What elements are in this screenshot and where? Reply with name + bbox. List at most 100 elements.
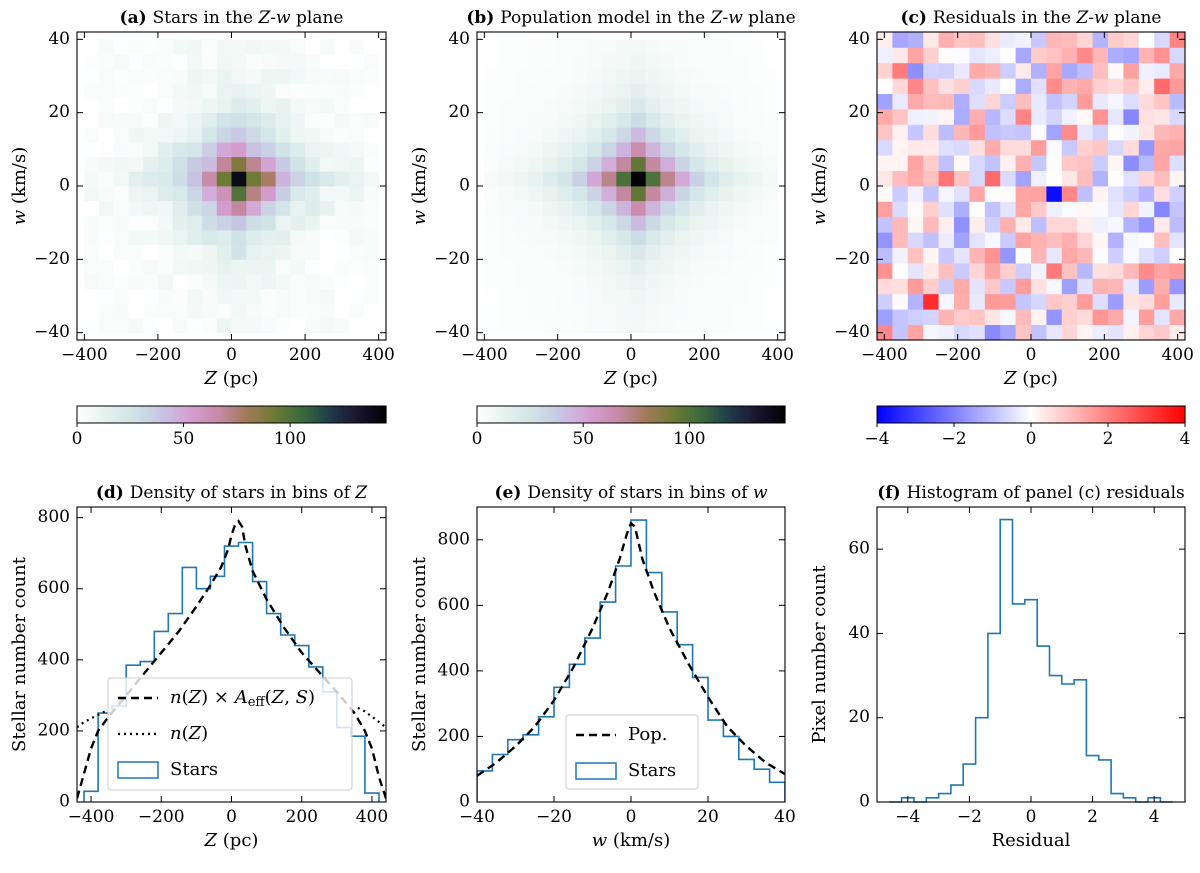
heatmap-cell-c — [1108, 216, 1124, 233]
heatmap-cell-c — [1031, 293, 1047, 310]
heatmap-cell-a — [187, 112, 203, 128]
heatmap-cell-a — [99, 186, 115, 202]
colorbar-segment-c — [1141, 406, 1145, 423]
model-dashed-line-e — [477, 521, 785, 777]
colorbar-segment-a — [198, 406, 202, 423]
heatmap-cell-b — [733, 127, 749, 143]
heatmap-cell-c — [1000, 124, 1016, 141]
heatmap-cell-c — [1015, 124, 1032, 141]
heatmap-cell-b — [704, 318, 720, 334]
heatmap-cell-a — [99, 230, 115, 246]
heatmap-cell-c — [938, 124, 955, 141]
heatmap-cell-c — [1046, 247, 1063, 264]
heatmap-cell-a — [246, 200, 262, 216]
colorbar-segment-a — [365, 406, 369, 423]
heatmap-cell-c — [1169, 124, 1186, 141]
heatmap-cell-c — [1138, 93, 1155, 110]
x-axis-label-a: Z (pc) — [204, 368, 259, 389]
x-tick-label-d: 400 — [356, 807, 388, 827]
x-tick-label-a: −200 — [135, 345, 182, 365]
heatmap-cell-c — [938, 47, 955, 64]
heatmap-cell-a — [290, 112, 306, 128]
heatmap-cell-b — [572, 288, 588, 304]
colorbar-segment-b — [602, 406, 606, 423]
colorbar-segment-a — [334, 406, 338, 423]
heatmap-cell-a — [113, 142, 129, 158]
heatmap-cell-b — [499, 274, 515, 290]
x-tick-label-e: −20 — [536, 807, 572, 827]
heatmap-cell-c — [1138, 155, 1155, 171]
heatmap-cell-b — [704, 39, 720, 55]
heatmap-cell-a — [84, 156, 100, 172]
heatmap-cell-a — [128, 288, 144, 304]
heatmap-cell-c — [1000, 201, 1016, 218]
heatmap-cell-c — [1000, 293, 1016, 310]
colorbar-segment-a — [151, 406, 155, 423]
colorbar-segment-c — [1069, 406, 1073, 423]
heatmap-cell-b — [748, 142, 764, 158]
heatmap-cell-a — [334, 171, 350, 187]
colorbar-segment-b — [538, 406, 542, 423]
heatmap-cell-b — [484, 259, 500, 275]
colorbar-segment-a — [383, 406, 387, 423]
heatmap-cell-c — [1108, 139, 1124, 156]
heatmap-cell-c — [1154, 232, 1170, 248]
heatmap-cell-c — [1015, 201, 1032, 218]
heatmap-cell-c — [1031, 32, 1047, 48]
colorbar-segment-c — [1084, 406, 1089, 423]
heatmap-cell-a — [216, 171, 232, 187]
heatmap-cell-a — [319, 186, 335, 202]
heatmap-cell-b — [733, 274, 749, 290]
heatmap-cell-b — [704, 288, 720, 304]
colorbar-segment-c — [1000, 406, 1004, 423]
heatmap-cell-b — [719, 98, 735, 114]
heatmap-cell-a — [349, 215, 365, 231]
colorbar-segment-c — [943, 406, 947, 423]
colorbar-segment-c — [1092, 406, 1096, 423]
colorbar-segment-b — [530, 406, 535, 423]
colorbar-segment-c — [887, 406, 891, 423]
heatmap-cell-a — [143, 112, 159, 128]
heatmap-cell-a — [363, 83, 380, 99]
x-tick-label-e: −40 — [459, 807, 495, 827]
heatmap-cell-a — [319, 39, 335, 55]
heatmap-cell-c — [1138, 62, 1155, 79]
heatmap-cell-a — [216, 156, 232, 172]
colorbar-segment-a — [228, 406, 233, 423]
heatmap-cell-a — [246, 39, 262, 55]
heatmap-cell-b — [484, 68, 500, 84]
heatmap-cell-c — [969, 139, 986, 156]
heatmap-cell-b — [601, 318, 617, 334]
heatmap-cell-b — [719, 274, 735, 290]
colorbar-segment-a — [264, 406, 269, 423]
colorbar-segment-b — [541, 406, 545, 423]
heatmap-cell-a — [334, 83, 350, 99]
heatmap-cell-c — [1092, 293, 1109, 310]
heatmap-cell-b — [645, 244, 661, 260]
x-tick-label-e: 40 — [774, 807, 796, 827]
heatmap-cell-a — [305, 83, 321, 99]
heatmap-cell-a — [202, 200, 218, 216]
heatmap-cell-b — [763, 83, 779, 99]
colorbar-segment-b — [477, 406, 481, 423]
colorbar-frame-b — [476, 405, 786, 424]
heatmap-cell-c — [1092, 247, 1109, 264]
colorbar-segment-b — [718, 406, 722, 423]
heatmap-cell-b — [528, 230, 544, 246]
heatmap-cell-a — [231, 200, 247, 216]
heatmap-cell-b — [689, 98, 705, 114]
heatmap-cell-c — [1077, 62, 1093, 79]
heatmap-cell-c — [938, 216, 955, 233]
heatmap-cell-b — [645, 54, 661, 70]
colorbar-segment-c — [1059, 406, 1063, 423]
heatmap-cell-c — [1169, 309, 1186, 325]
heatmap-cell-c — [1169, 170, 1186, 187]
heatmap-cell-b — [601, 54, 617, 70]
heatmap-cell-b — [660, 142, 676, 158]
heatmap-cell-b — [543, 200, 559, 216]
heatmap-cell-a — [334, 39, 350, 55]
colorbar-segment-b — [595, 406, 599, 423]
heatmap-cell-a — [172, 230, 188, 246]
heatmap-cell-c — [877, 201, 893, 218]
heatmap-cell-c — [892, 78, 909, 94]
